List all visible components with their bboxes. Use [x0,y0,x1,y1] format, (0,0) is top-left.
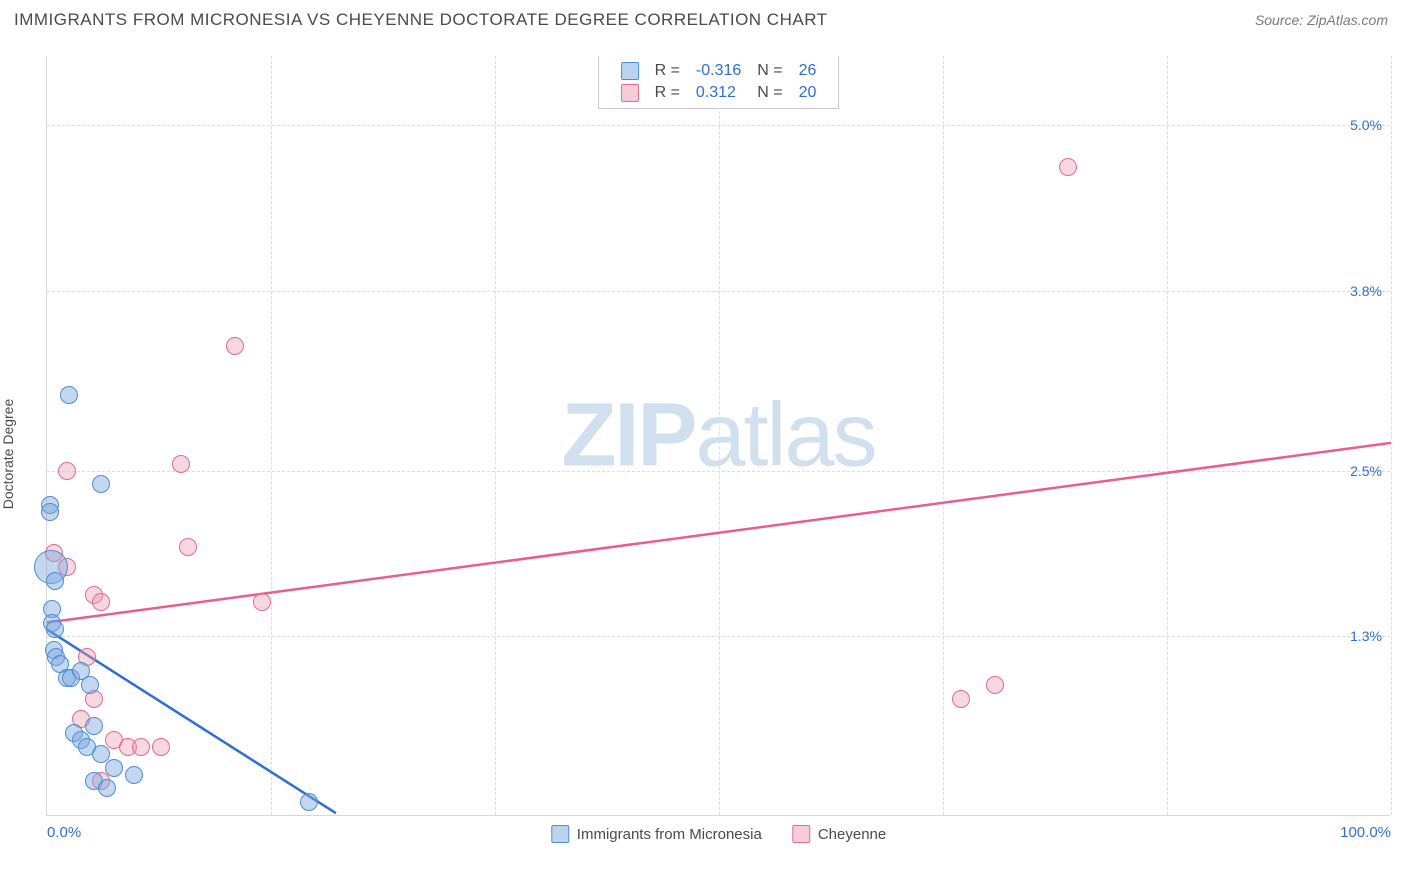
legend-r-value-pink: 0.312 [688,82,749,104]
trendlines [47,56,1391,816]
scatter-point-blue [46,620,64,638]
scatter-point-blue [300,793,318,811]
scatter-point-blue [81,676,99,694]
legend-n-value-blue: 26 [791,60,825,82]
x-tick-label: 100.0% [1340,824,1391,841]
legend-n-value-pink: 20 [791,82,825,104]
legend-r-value-blue: -0.316 [688,60,749,82]
scatter-point-pink [152,738,170,756]
legend-r-label: R = [647,60,688,82]
source-attribution: Source: ZipAtlas.com [1255,12,1388,28]
scatter-point-blue [46,572,64,590]
trend-pink [47,443,1391,623]
legend-swatch-pink [621,84,639,102]
plot-area: 1.3%2.5%3.8%5.0%0.0%100.0% ZIPatlas R = … [46,56,1390,816]
legend-series2-label: Cheyenne [818,826,886,843]
scatter-point-pink [952,690,970,708]
scatter-point-blue [41,503,59,521]
scatter-point-blue [105,759,123,777]
scatter-point-pink [226,337,244,355]
chart-title: IMMIGRANTS FROM MICRONESIA VS CHEYENNE D… [14,10,828,30]
scatter-point-pink [58,462,76,480]
scatter-point-pink [132,738,150,756]
legend-swatch-blue [551,825,569,843]
legend-swatch-pink [792,825,810,843]
scatter-point-blue [98,779,116,797]
scatter-point-pink [253,593,271,611]
legend-series1-label: Immigrants from Micronesia [577,826,762,843]
correlation-legend: R = -0.316 N = 26 R = 0.312 N = 20 [598,56,840,109]
scatter-point-pink [172,455,190,473]
series-legend: Immigrants from Micronesia Cheyenne [551,825,886,843]
gridline-vertical [1391,56,1392,815]
scatter-point-pink [1059,158,1077,176]
scatter-point-blue [60,386,78,404]
scatter-point-pink [92,593,110,611]
legend-n-label: N = [749,60,790,82]
y-axis-label: Doctorate Degree [0,399,16,510]
x-tick-label: 0.0% [47,824,81,841]
scatter-point-blue [92,475,110,493]
scatter-point-pink [179,538,197,556]
scatter-point-blue [125,766,143,784]
scatter-point-blue [85,717,103,735]
legend-swatch-blue [621,62,639,80]
scatter-point-pink [986,676,1004,694]
